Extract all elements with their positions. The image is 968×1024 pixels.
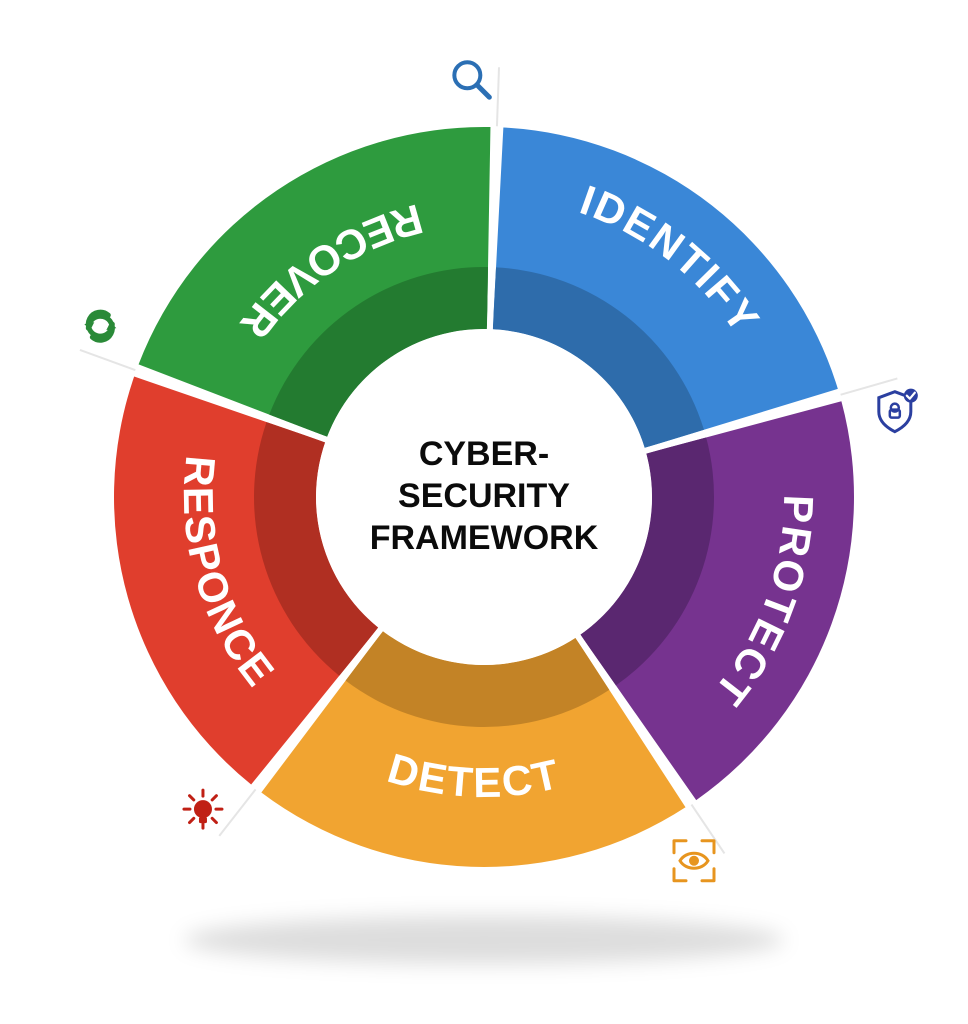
- separator-line: [690, 802, 725, 853]
- recover-cycle-icon: [84, 312, 116, 340]
- cyber-security-framework-diagram: IDENTIFYPROTECTDETECTRESPONCERECOVERCYBE…: [0, 0, 968, 1024]
- separator-line: [80, 350, 138, 371]
- responce-bulb-icon: [184, 790, 222, 828]
- detect-eye-icon: [674, 841, 714, 881]
- ground-shadow: [184, 916, 784, 964]
- protect-shield-icon: [879, 389, 918, 432]
- separator-line: [497, 67, 499, 129]
- identify-magnifier-icon: [454, 62, 489, 97]
- donut-svg: IDENTIFYPROTECTDETECTRESPONCERECOVERCYBE…: [0, 0, 968, 1024]
- separator-line: [219, 787, 257, 836]
